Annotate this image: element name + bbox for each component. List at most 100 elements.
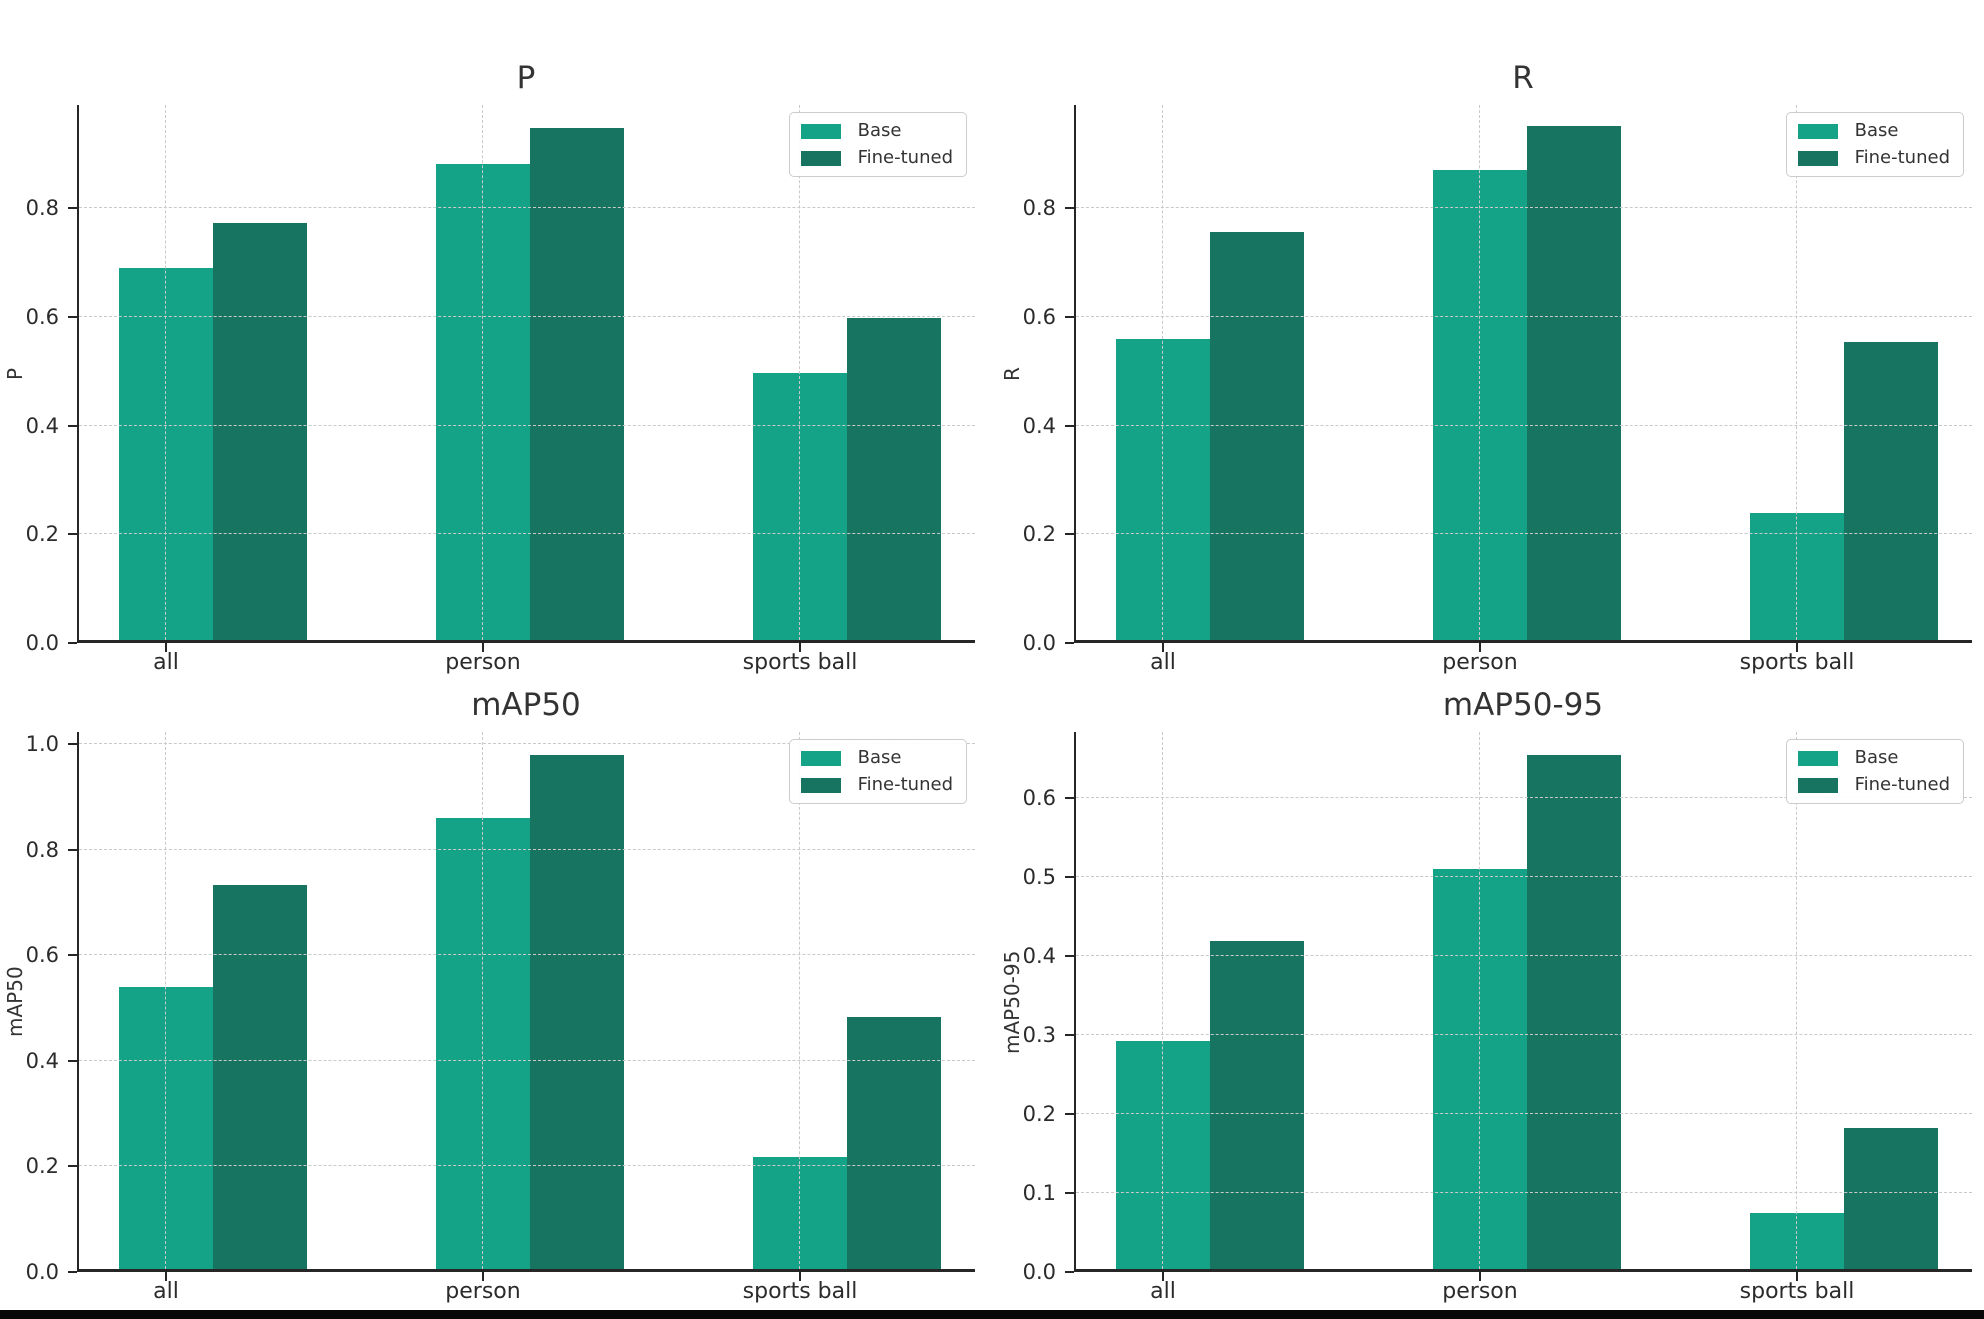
x-tick-mark [1479,1272,1481,1281]
y-tick-mark [68,954,77,957]
y-tick-label: 0.2 [25,522,59,547]
y-tick-label: 0.6 [25,943,59,968]
legend-entry-base: Base [800,120,953,141]
bar-fine-tuned-sports-ball [1844,1127,1938,1269]
y-tick-label: 0.4 [25,413,59,438]
y-tick-mark [1065,797,1074,800]
legend-entry-fine-tuned: Fine-tuned [800,774,953,795]
y-tick-label: 0.1 [1022,1181,1056,1206]
plot-area: Base Fine-tuned 0.0 0.2 0.4 0.6 0.8 all person… [1023,105,1972,675]
y-tick-label: 0.0 [25,1260,59,1284]
bar-base-person [436,817,530,1269]
x-tick-mark [165,643,167,652]
legend: Base Fine-tuned [788,739,967,804]
bar-base-sports-ball [753,1156,847,1269]
y-tick-mark [68,1271,77,1273]
bar-fine-tuned-all [1210,232,1304,640]
legend-label-base: Base [857,747,902,768]
x-tick-mark [482,1272,484,1281]
x-tick-mark [1479,643,1481,652]
gridline-horizontal-0.2 [79,533,975,535]
plot-area: Base Fine-tuned 0.0 0.2 0.4 0.6 0.8 all person… [26,105,975,675]
y-tick-label: 0.6 [25,304,59,329]
y-tick-label: 0.2 [25,1154,59,1179]
bar-base-sports-ball [753,373,847,640]
gridline-vertical-all [165,732,166,1269]
subplot-r: R R Base Fine-tuned 0.0 0.2 0.4 0.6 0.8 all pe… [1000,60,1972,675]
y-tick-mark [1065,1034,1074,1037]
y-tick-label: 0.0 [1022,1260,1056,1284]
y-tick-mark [1065,642,1074,644]
plot-area: Base Fine-tuned 0.0 0.2 0.4 0.6 0.8 1.0 all per… [26,732,975,1304]
bar-fine-tuned-person [1527,755,1621,1269]
x-tick-mark [1162,643,1164,652]
x-tick-label-sports-ball: sports ball [742,650,858,675]
y-tick-label: 0.6 [1022,786,1056,811]
legend: Base Fine-tuned [1785,112,1964,177]
legend-label-fine-tuned: Fine-tuned [1854,774,1950,795]
bar-base-all [119,267,213,640]
legend-entry-base: Base [1797,747,1950,768]
legend-entry-fine-tuned: Fine-tuned [1797,147,1950,168]
bar-base-all [1116,339,1210,640]
y-tick-mark [1065,315,1074,318]
gridline-vertical-person [482,105,483,640]
gridline-horizontal-0.2 [1076,1113,1972,1115]
y-tick-mark [68,315,77,318]
y-axis-label: mAP50 [3,966,27,1038]
legend-swatch-fine-tuned [800,150,841,166]
bar-fine-tuned-all [213,885,307,1269]
gridline-vertical-person [1479,105,1480,640]
gridline-horizontal-0.8 [79,207,975,209]
y-tick-mark [68,743,77,746]
x-tick-label-all: all [1150,650,1176,675]
gridline-horizontal-0.3 [1076,1034,1972,1036]
x-tick-mark [1796,643,1798,652]
bar-fine-tuned-person [530,754,624,1269]
chart-title: mAP50-95 [1442,687,1604,723]
gridline-horizontal-0.4 [79,1059,975,1061]
gridline-horizontal-0.4 [1076,424,1972,426]
gridline-horizontal-0.1 [1076,1192,1972,1194]
y-tick-mark [1065,207,1074,210]
y-tick-mark [1065,1113,1074,1116]
subplot-map50: mAP50 mAP50 Base Fine-tuned 0.0 0.2 0.4 0.6… [3,687,975,1304]
gridline-horizontal-0.8 [1076,207,1972,209]
gridline-vertical-sports-ball [1796,732,1797,1269]
gridline-horizontal-0.4 [79,424,975,426]
bar-base-person [1433,169,1527,640]
legend-swatch-fine-tuned [800,777,841,793]
bar-base-sports-ball [1750,1212,1844,1269]
y-axis-label: P [3,367,27,381]
legend-label-base: Base [1854,747,1899,768]
legend-label-fine-tuned: Fine-tuned [857,774,953,795]
y-tick-mark [68,848,77,851]
y-tick-label: 0.2 [1022,522,1056,547]
y-tick-mark [1065,1271,1074,1273]
gridline-vertical-all [1162,732,1163,1269]
y-tick-mark [1065,955,1074,958]
plot-area: Base Fine-tuned 0.0 0.1 0.2 0.3 0.4 0.5 0.6 all… [1023,732,1972,1304]
y-tick-label: 0.8 [25,837,59,862]
legend-swatch-base [1797,123,1838,139]
gridline-horizontal-0.6 [1076,797,1972,799]
chart-title: mAP50 [471,687,581,723]
legend-label-base: Base [857,120,902,141]
bar-fine-tuned-sports-ball [847,318,941,640]
bar-fine-tuned-all [1210,941,1304,1269]
legend-entry-fine-tuned: Fine-tuned [1797,774,1950,795]
y-tick-mark [68,642,77,644]
y-axis-label: R [1000,367,1024,381]
x-tick-label-person: person [1442,650,1518,675]
y-tick-mark [68,1059,77,1062]
x-tick-label-sports-ball: sports ball [1739,1279,1855,1304]
subplot-p: P P Base Fine-tuned 0.0 0.2 0.4 0.6 0.8 all pe… [3,60,975,675]
x-tick-label-all: all [1150,1279,1176,1304]
bar-base-person [1433,868,1527,1269]
y-tick-label: 0.4 [1022,413,1056,438]
bar-base-all [1116,1040,1210,1269]
bar-base-all [119,987,213,1269]
y-tick-label: 0.8 [25,196,59,221]
legend-label-fine-tuned: Fine-tuned [1854,147,1950,168]
